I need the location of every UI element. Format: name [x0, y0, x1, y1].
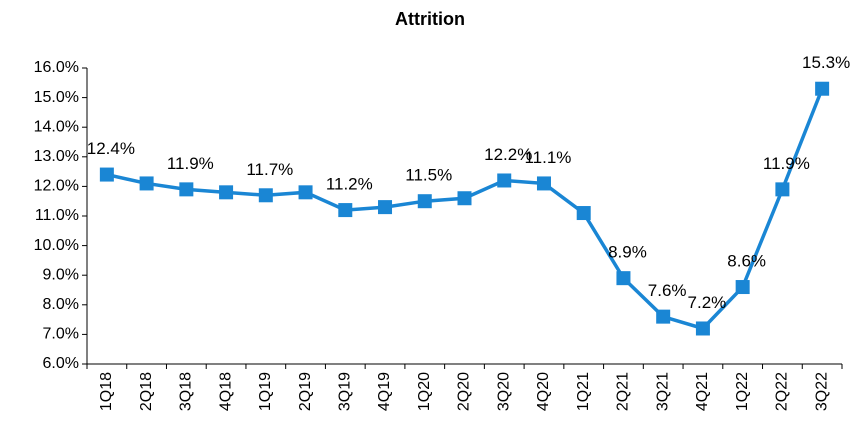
- data-label: 11.7%: [246, 160, 293, 179]
- data-label: 8.9%: [608, 243, 647, 262]
- y-tick-label: 6.0%: [43, 355, 79, 372]
- data-label: 11.9%: [763, 154, 810, 173]
- marker: [616, 271, 631, 286]
- marker: [338, 203, 353, 218]
- marker: [139, 176, 154, 191]
- marker: [179, 182, 194, 197]
- x-tick-label: 3Q21: [654, 372, 671, 411]
- x-tick-label: 3Q19: [337, 372, 354, 411]
- marker: [656, 309, 671, 324]
- x-tick-label: 3Q20: [495, 372, 512, 411]
- y-tick-label: 9.0%: [43, 266, 79, 283]
- x-tick-label: 2Q19: [297, 372, 314, 411]
- y-tick-label: 14.0%: [34, 118, 79, 135]
- marker: [99, 167, 114, 182]
- marker: [378, 200, 393, 215]
- x-tick-label: 2Q22: [774, 372, 791, 411]
- data-label: 8.6%: [727, 252, 766, 271]
- x-tick-label: 3Q18: [178, 372, 195, 411]
- marker: [457, 191, 472, 206]
- x-tick-label: 1Q20: [416, 372, 433, 411]
- data-label: 12.2%: [484, 145, 532, 164]
- y-tick-label: 8.0%: [43, 296, 79, 313]
- y-tick-label: 12.0%: [34, 178, 79, 195]
- chart-title: Attrition: [395, 9, 465, 29]
- marker: [735, 280, 750, 295]
- x-tick-label: 1Q22: [734, 372, 751, 411]
- data-label: 11.5%: [405, 166, 452, 185]
- data-label: 11.1%: [524, 148, 571, 167]
- marker: [417, 194, 432, 209]
- y-tick-label: 15.0%: [34, 89, 79, 106]
- marker: [219, 185, 234, 200]
- y-tick-label: 11.0%: [35, 207, 79, 224]
- x-tick-label: 4Q21: [694, 372, 711, 411]
- marker: [536, 176, 551, 191]
- data-label: 7.6%: [648, 281, 687, 300]
- y-tick-label: 7.0%: [43, 326, 79, 343]
- data-label: 7.2%: [688, 293, 727, 312]
- x-tick-label: 2Q20: [456, 372, 473, 411]
- data-label: 15.3%: [802, 53, 850, 72]
- x-tick-label: 4Q19: [376, 372, 393, 411]
- marker: [775, 182, 790, 197]
- marker: [497, 173, 512, 188]
- marker: [576, 206, 591, 221]
- x-tick-label: 1Q21: [575, 372, 592, 411]
- x-tick-label: 4Q18: [217, 372, 234, 411]
- marker: [815, 81, 830, 96]
- y-tick-label: 13.0%: [34, 148, 79, 165]
- x-tick-label: 1Q18: [98, 372, 115, 411]
- marker: [258, 188, 273, 203]
- marker: [695, 321, 710, 336]
- x-tick-label: 1Q19: [257, 372, 274, 411]
- y-tick-label: 10.0%: [34, 237, 79, 254]
- data-label: 11.9%: [167, 154, 214, 173]
- x-tick-label: 4Q20: [535, 372, 552, 411]
- x-tick-label: 3Q22: [813, 372, 830, 411]
- x-tick-label: 2Q18: [138, 372, 155, 411]
- x-tick-label: 2Q21: [615, 372, 632, 411]
- y-tick-label: 16.0%: [34, 59, 79, 76]
- data-label: 12.4%: [87, 139, 135, 158]
- data-label: 11.2%: [326, 175, 373, 194]
- marker: [298, 185, 313, 200]
